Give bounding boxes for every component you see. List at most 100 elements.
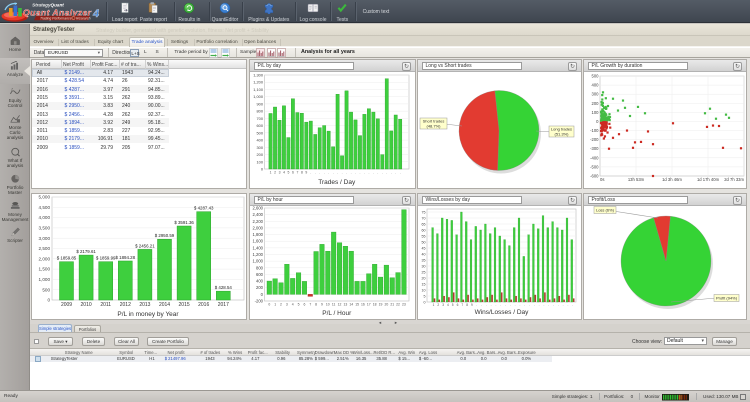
svg-text:1,500: 1,500 [39, 267, 51, 272]
svg-text:2016: 2016 [198, 302, 209, 308]
svg-text:2,500: 2,500 [39, 246, 51, 251]
svg-text:2d 7h 33m: 2d 7h 33m [724, 177, 744, 182]
svg-text:3: 3 [442, 303, 444, 307]
svg-text:.: . [337, 171, 338, 175]
svg-text:1,200: 1,200 [253, 252, 264, 257]
svg-text:700: 700 [257, 116, 264, 121]
svg-text:9: 9 [471, 303, 473, 307]
svg-text:9: 9 [321, 303, 323, 307]
svg-text:2009: 2009 [61, 302, 72, 308]
svg-text:.: . [400, 171, 401, 175]
svg-text:6: 6 [457, 303, 459, 307]
svg-text:P/L / Hour: P/L / Hour [322, 310, 352, 317]
svg-text:5: 5 [452, 303, 454, 307]
svg-text:$ 3591.36: $ 3591.36 [174, 220, 194, 225]
svg-text:15: 15 [422, 282, 426, 286]
svg-text:.: . [505, 303, 506, 307]
svg-text:.: . [333, 171, 334, 175]
svg-text:1d 17h 40m: 1d 17h 40m [697, 177, 720, 182]
svg-text:50: 50 [422, 240, 426, 244]
svg-text:.: . [382, 171, 383, 175]
svg-text:0: 0 [424, 300, 426, 304]
svg-text:15: 15 [355, 303, 359, 307]
svg-text:.: . [481, 303, 482, 307]
svg-text:6: 6 [292, 171, 294, 175]
svg-text:(48.7%): (48.7%) [426, 124, 441, 129]
svg-text:ƒ: ƒ [11, 87, 13, 91]
svg-text:7: 7 [296, 171, 298, 175]
svg-text:65: 65 [422, 222, 426, 226]
svg-text:2013: 2013 [139, 302, 150, 308]
svg-text:3: 3 [279, 171, 281, 175]
svg-text:1,800: 1,800 [253, 232, 264, 237]
svg-text:.: . [346, 171, 347, 175]
svg-text:.: . [373, 171, 374, 175]
svg-text:100: 100 [592, 110, 600, 115]
svg-text:30: 30 [422, 264, 426, 268]
svg-text:400: 400 [592, 83, 600, 88]
svg-text:60: 60 [422, 228, 426, 232]
svg-text:2: 2 [274, 171, 276, 175]
svg-text:7: 7 [309, 303, 311, 307]
svg-text:.: . [572, 303, 573, 307]
svg-text:25: 25 [422, 270, 426, 274]
svg-text:.: . [377, 171, 378, 175]
svg-text:400: 400 [257, 138, 264, 143]
svg-text:.: . [529, 303, 530, 307]
svg-text:45: 45 [422, 246, 426, 250]
svg-text:(51.3%): (51.3%) [554, 132, 569, 137]
svg-text:13: 13 [343, 303, 347, 307]
svg-text:-600: -600 [590, 174, 599, 179]
svg-text:400: 400 [256, 279, 264, 284]
svg-text:4: 4 [283, 171, 285, 175]
svg-text:900: 900 [257, 101, 264, 106]
svg-text:.: . [524, 303, 525, 307]
svg-text:.: . [391, 171, 392, 175]
svg-text:70: 70 [422, 216, 426, 220]
svg-text:1,100: 1,100 [253, 87, 264, 92]
svg-text:StrategyQuant: StrategyQuant [32, 3, 64, 8]
svg-text:4: 4 [292, 303, 294, 307]
svg-text:35: 35 [422, 258, 426, 262]
svg-text:1: 1 [433, 303, 435, 307]
svg-text:3: 3 [286, 303, 288, 307]
svg-text:1,600: 1,600 [253, 239, 264, 244]
svg-text:2: 2 [437, 303, 439, 307]
svg-text:.: . [315, 171, 316, 175]
svg-text:0: 0 [47, 298, 50, 303]
svg-text:4: 4 [447, 303, 449, 307]
svg-text:800: 800 [257, 109, 264, 114]
svg-text:11: 11 [332, 303, 336, 307]
svg-text:1,300: 1,300 [253, 73, 264, 78]
svg-text:0: 0 [261, 292, 264, 297]
svg-text:1: 1 [274, 303, 276, 307]
svg-text:$ 2950.59: $ 2950.59 [155, 233, 175, 238]
svg-text:0: 0 [268, 303, 270, 307]
svg-text:.: . [395, 171, 396, 175]
svg-text:Wins/Losses / Day: Wins/Losses / Day [475, 309, 530, 316]
svg-text:.: . [567, 303, 568, 307]
svg-text:1,400: 1,400 [253, 245, 264, 250]
svg-text:75: 75 [422, 210, 426, 214]
svg-text:$ 1894.28: $ 1894.28 [116, 255, 136, 260]
svg-text:-300: -300 [590, 146, 599, 151]
svg-text:.: . [510, 303, 511, 307]
svg-text:.: . [355, 171, 356, 175]
svg-text:-100: -100 [590, 128, 599, 133]
svg-text:500: 500 [592, 74, 600, 79]
svg-text:600: 600 [257, 123, 264, 128]
svg-text:7: 7 [461, 303, 463, 307]
svg-text:$ 2456.21: $ 2456.21 [135, 243, 155, 248]
svg-text:$ 2179.61: $ 2179.61 [76, 249, 96, 254]
svg-text:.: . [476, 303, 477, 307]
svg-text:2,000: 2,000 [253, 225, 264, 230]
svg-text:200: 200 [256, 285, 264, 290]
svg-text:20: 20 [384, 303, 388, 307]
svg-text:1d 3h 46m: 1d 3h 46m [662, 177, 682, 182]
svg-text:3,500: 3,500 [39, 226, 51, 231]
svg-text:2012: 2012 [120, 302, 131, 308]
svg-text:22: 22 [396, 303, 400, 307]
svg-text:300: 300 [592, 92, 600, 97]
svg-text:.: . [558, 303, 559, 307]
svg-text:18: 18 [373, 303, 377, 307]
